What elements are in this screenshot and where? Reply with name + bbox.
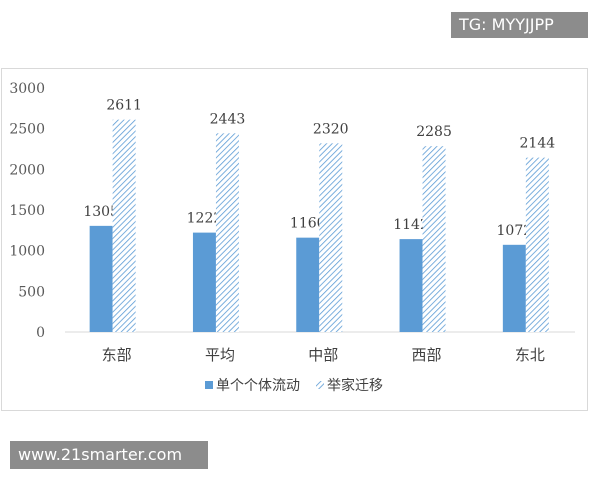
bar-family-2: [319, 143, 343, 332]
x-category-label: 东部: [102, 346, 132, 364]
chart-frame: [1, 68, 588, 411]
bar-individual-3: [399, 239, 423, 332]
y-tick-label: 500: [18, 284, 45, 300]
bar-family-0: [112, 119, 136, 332]
data-label: 1222: [187, 211, 223, 227]
x-category-label: 东北: [515, 346, 545, 364]
y-tick-label: 2500: [9, 122, 45, 138]
x-category-label: 西部: [412, 346, 442, 364]
y-tick-label: 0: [36, 325, 45, 341]
data-label: 2611: [106, 98, 142, 114]
bar-individual-4: [502, 244, 526, 332]
watermark-bottom: www.21smarter.com: [10, 441, 208, 469]
bar-family-3: [422, 146, 446, 332]
y-tick-label: 1500: [9, 203, 45, 219]
watermark-top: TG: MYYJJPP: [451, 12, 588, 38]
bar-individual-0: [89, 225, 113, 332]
data-label: 1072: [497, 223, 533, 239]
data-label: 1305: [83, 204, 119, 220]
bar-family-1: [215, 133, 239, 332]
bar-individual-1: [192, 232, 216, 332]
bar-individual-2: [296, 237, 320, 332]
y-tick-label: 3000: [9, 81, 45, 97]
x-category-label: 平均: [205, 346, 235, 364]
legend-label: 举家迁移: [327, 377, 383, 394]
data-label: 1160: [290, 216, 326, 232]
data-label: 2443: [210, 111, 246, 127]
bar-family-4: [525, 157, 549, 332]
data-label: 2285: [416, 124, 452, 140]
legend-swatch-0: [205, 381, 213, 389]
legend-swatch-1: [316, 381, 324, 389]
data-label: 2144: [520, 136, 556, 152]
y-tick-label: 2000: [9, 162, 45, 178]
data-label: 1142: [393, 217, 429, 233]
y-tick-label: 1000: [9, 244, 45, 260]
x-category-label: 中部: [308, 346, 338, 364]
legend-label: 单个个体流动: [216, 378, 300, 394]
data-label: 2320: [313, 121, 349, 137]
